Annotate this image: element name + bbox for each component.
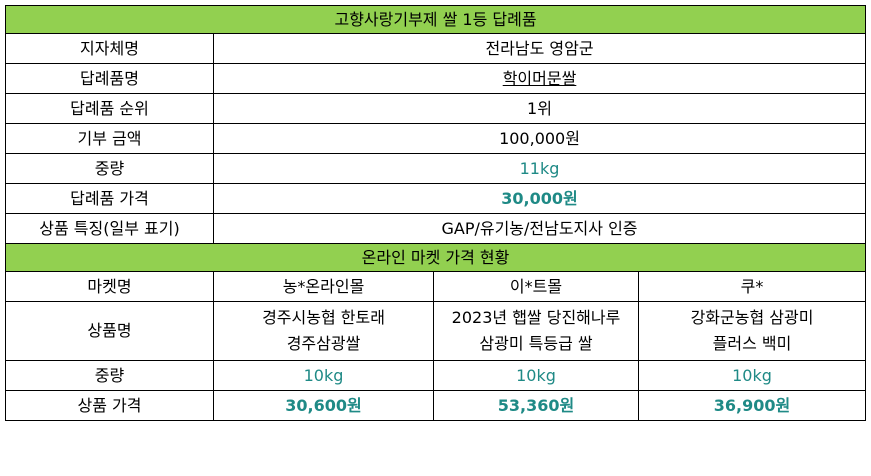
table-row: 답례품 순위 1위 [5, 93, 867, 124]
table-row: 지자체명 전라남도 영암군 [5, 33, 867, 64]
table-row: 중량 10kg 10kg 10kg [5, 360, 867, 391]
gift-product-name: 학이머문쌀 [502, 68, 577, 88]
row-label: 지자체명 [5, 33, 214, 64]
market-title: 온라인 마켓 가격 현황 [4, 243, 867, 272]
table-row: 답례품명 학이머문쌀 [5, 63, 867, 94]
gift-title: 고향사랑기부제 쌀 1등 답례품 [4, 5, 867, 34]
row-label: 기부 금액 [5, 123, 214, 154]
product-line: 2023년 햅쌀 당진해나루 [451, 308, 621, 327]
row-value: GAP/유기농/전남도지사 인증 [212, 213, 867, 244]
row-value: 전라남도 영암군 [212, 33, 867, 64]
market-price: 53,360원 [433, 390, 639, 421]
market-product: 경주시농협 한토래 경주삼광쌀 [213, 301, 434, 361]
product-line: 경주삼광쌀 [286, 334, 361, 353]
row-label: 중량 [5, 360, 214, 391]
row-value-price: 30,000원 [212, 183, 867, 214]
market-weight: 10kg [213, 360, 434, 391]
market-weight: 10kg [433, 360, 639, 391]
row-label: 중량 [5, 153, 214, 184]
product-line: 플러스 백미 [712, 334, 792, 353]
market-title-row: 온라인 마켓 가격 현황 [4, 243, 867, 272]
product-line: 삼광미 특등급 쌀 [479, 334, 593, 353]
table-row: 답례품 가격 30,000원 [5, 183, 867, 214]
row-label: 답례품 가격 [5, 183, 214, 214]
row-value: 1위 [212, 93, 867, 124]
table-row: 상품 가격 30,600원 53,360원 36,900원 [5, 390, 867, 421]
row-label: 답례품명 [5, 63, 214, 94]
table-row: 기부 금액 100,000원 [5, 123, 867, 154]
row-label: 상품 가격 [5, 390, 214, 421]
table-row: 마켓명 농*온라인몰 이*트몰 쿠* [5, 271, 867, 302]
product-line: 경주시농협 한토래 [262, 308, 385, 327]
market-name: 이*트몰 [433, 271, 639, 302]
market-price: 30,600원 [213, 390, 434, 421]
row-value: 100,000원 [212, 123, 867, 154]
market-name: 쿠* [637, 271, 867, 302]
row-label: 답례품 순위 [5, 93, 214, 124]
row-value-weight: 11kg [212, 153, 867, 184]
table-row: 중량 11kg [5, 153, 867, 184]
gift-title-row: 고향사랑기부제 쌀 1등 답례품 [4, 5, 867, 34]
market-product: 강화군농협 삼광미 플러스 백미 [637, 301, 867, 361]
row-label: 상품명 [5, 301, 214, 361]
table-row: 상품명 경주시농협 한토래 경주삼광쌀 2023년 햅쌀 당진해나루 삼광미 특… [5, 301, 867, 361]
row-label: 마켓명 [5, 271, 214, 302]
market-price: 36,900원 [637, 390, 867, 421]
table-row: 상품 특징(일부 표기) GAP/유기농/전남도지사 인증 [5, 213, 867, 244]
market-weight: 10kg [637, 360, 867, 391]
gift-comparison-table: 고향사랑기부제 쌀 1등 답례품 지자체명 전라남도 영암군 답례품명 학이머문… [4, 5, 867, 421]
market-product: 2023년 햅쌀 당진해나루 삼광미 특등급 쌀 [433, 301, 639, 361]
product-line: 강화군농협 삼광미 [690, 308, 814, 327]
market-name: 농*온라인몰 [213, 271, 434, 302]
row-label: 상품 특징(일부 표기) [5, 213, 214, 244]
